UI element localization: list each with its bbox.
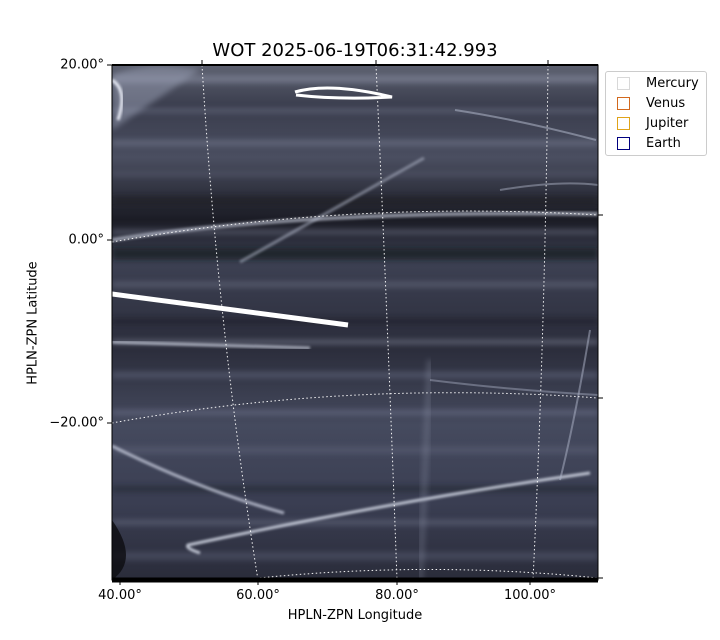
legend-item-earth: Earth bbox=[617, 134, 681, 152]
x-tick-label: 80.00° bbox=[375, 588, 419, 603]
y-tick-label: −20.00° bbox=[49, 415, 104, 431]
legend-item-jupiter: Jupiter bbox=[617, 114, 688, 132]
legend-label: Jupiter bbox=[646, 115, 689, 131]
x-axis-label: HPLN-ZPN Longitude bbox=[287, 608, 423, 623]
x-tick-label: 40.00° bbox=[98, 588, 142, 603]
plot-title: WOT 2025-06-19T06:31:42.993 bbox=[212, 40, 498, 61]
x-tick-label: 60.00° bbox=[236, 588, 280, 603]
legend: Mercury Venus Jupiter Earth bbox=[605, 71, 707, 156]
y-tick-label: 20.00° bbox=[60, 57, 104, 73]
legend-swatch bbox=[617, 76, 630, 90]
x-tick-label: 100.00° bbox=[504, 588, 556, 603]
legend-label: Earth bbox=[646, 135, 681, 151]
bright-streak bbox=[112, 291, 349, 328]
legend-item-venus: Venus bbox=[617, 94, 685, 112]
legend-swatch bbox=[617, 116, 630, 130]
y-tick-label: 0.00° bbox=[68, 232, 104, 248]
legend-swatch bbox=[617, 96, 630, 110]
axis-ticks bbox=[107, 60, 603, 585]
y-axis-label: HPLN-ZPN Latitude bbox=[25, 261, 41, 385]
legend-label: Venus bbox=[646, 95, 686, 111]
legend-item-mercury: Mercury bbox=[617, 74, 699, 92]
legend-label: Mercury bbox=[646, 75, 699, 91]
legend-swatch bbox=[617, 136, 630, 150]
